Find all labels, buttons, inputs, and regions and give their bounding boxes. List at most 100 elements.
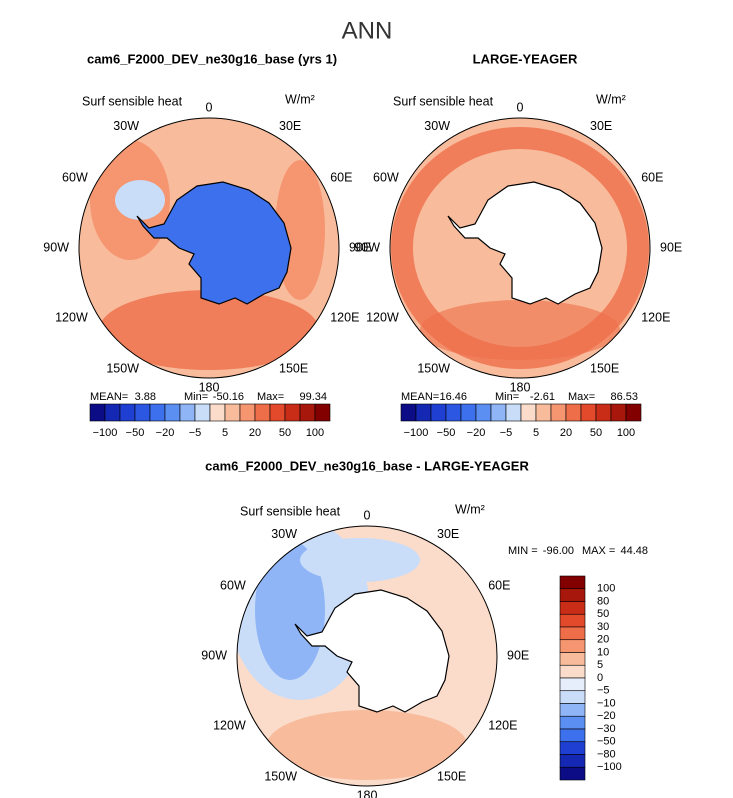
map (79, 118, 339, 378)
map-border (78, 117, 340, 379)
colorbar-label: 50 (590, 427, 602, 439)
stat-text: -96.00 (543, 545, 574, 557)
longitude-label: 60E (330, 170, 352, 184)
colorbar-label: −50 (597, 736, 616, 748)
longitude-label: 150W (106, 362, 139, 376)
stat-text: MEAN= (90, 391, 128, 403)
longitude-label: 90E (660, 240, 682, 254)
longitude-label: 90W (354, 240, 380, 254)
colorbar-box (209, 403, 226, 422)
colorbar-box (559, 601, 586, 615)
stat-text: -50.16 (213, 391, 244, 403)
colorbar-box (580, 403, 597, 422)
stat-text: MIN = (508, 545, 538, 557)
colorbar-box (550, 403, 567, 422)
longitude-label: 120E (641, 310, 670, 324)
stat-text: 16.46 (439, 391, 467, 403)
longitude-label: 180 (357, 788, 378, 798)
stat-text: Min= (495, 391, 519, 403)
longitude-label: 30W (271, 527, 297, 541)
colorbar-box (559, 766, 586, 781)
longitude-label: 60W (62, 170, 88, 184)
colorbar-box (284, 403, 301, 422)
colorbar-box (559, 703, 586, 717)
longitude-label: 60E (488, 578, 510, 592)
colorbar-box (559, 728, 586, 743)
stat-text: 3.88 (135, 391, 156, 403)
colorbar-label: 100 (597, 583, 615, 595)
colorbar-box (239, 403, 256, 422)
colorbar-box (254, 403, 271, 422)
longitude-label: 120W (366, 310, 399, 324)
colorbar-box (104, 403, 121, 422)
colorbar-box (625, 403, 642, 422)
longitude-label: 30E (279, 119, 301, 133)
colorbar-box (224, 403, 241, 422)
longitude-label: 90W (201, 648, 227, 662)
longitude-label: 30W (424, 119, 450, 133)
panel-title: cam6_F2000_DEV_ne30g16_base - LARGE-YEAG… (205, 458, 529, 473)
stat-text: 86.53 (610, 391, 638, 403)
colorbar-label: −80 (597, 748, 616, 760)
colorbar-box (134, 403, 151, 422)
colorbar-box (520, 403, 537, 422)
colorbar-box (610, 403, 627, 422)
longitude-label: 150E (590, 362, 619, 376)
colorbar-box (149, 403, 166, 422)
colorbar-box (164, 403, 181, 422)
stat-text: MEAN= (401, 391, 439, 403)
panel-title: cam6_F2000_DEV_ne30g16_base (yrs 1) (87, 51, 337, 66)
colorbar-label: 30 (597, 621, 609, 633)
colorbar-box (415, 403, 432, 422)
longitude-label: 0 (517, 100, 524, 114)
units-label: W/m² (455, 502, 485, 516)
longitude-label: 150W (264, 770, 297, 784)
colorbar-box (194, 403, 211, 422)
colorbar-label: 5 (597, 659, 603, 671)
colorbar-box (505, 403, 522, 422)
stat-text: -2.61 (530, 391, 555, 403)
colorbar-box (400, 403, 417, 422)
colorbar-box (559, 639, 586, 653)
stat-text: MAX = (582, 545, 615, 557)
map-border (389, 117, 651, 379)
variable-label: Surf sensible heat (240, 504, 341, 518)
stat-text: 99.34 (299, 391, 327, 403)
colorbar-label: −20 (597, 710, 616, 722)
colorbar-box (535, 403, 552, 422)
colorbar-box (119, 403, 136, 422)
colorbar-box (445, 403, 462, 422)
colorbar-box (559, 754, 586, 768)
longitude-label: 120E (330, 310, 359, 324)
colorbar-label: 20 (597, 634, 609, 646)
colorbar-box (314, 403, 331, 422)
colorbar-box (559, 664, 586, 679)
colorbar-label: 5 (222, 427, 228, 439)
colorbar-label: 100 (306, 427, 324, 439)
colorbar-box (559, 677, 586, 692)
colorbar-label: −100 (93, 427, 118, 439)
units-label: W/m² (285, 92, 315, 106)
colorbar-label: 80 (597, 595, 609, 607)
colorbar-label: −100 (597, 761, 622, 773)
longitude-label: 30W (113, 119, 139, 133)
colorbar-box (559, 588, 586, 602)
stat-text: Max= (257, 391, 284, 403)
longitude-label: 120W (55, 310, 88, 324)
colorbar-box (475, 403, 492, 422)
longitude-label: 180 (199, 380, 220, 394)
longitude-label: 60W (373, 170, 399, 184)
colorbar-label: −5 (500, 427, 513, 439)
colorbar-label: 20 (560, 427, 572, 439)
colorbar-box (559, 613, 586, 628)
colorbar-box (559, 690, 586, 704)
longitude-label: 30E (437, 527, 459, 541)
longitude-label: 60E (641, 170, 663, 184)
longitude-label: 150E (437, 770, 466, 784)
colorbar-box (269, 403, 286, 422)
colorbar-label: 50 (279, 427, 291, 439)
colorbar-box (89, 403, 106, 422)
colorbar-box (460, 403, 477, 422)
colorbar-label: −50 (437, 427, 456, 439)
